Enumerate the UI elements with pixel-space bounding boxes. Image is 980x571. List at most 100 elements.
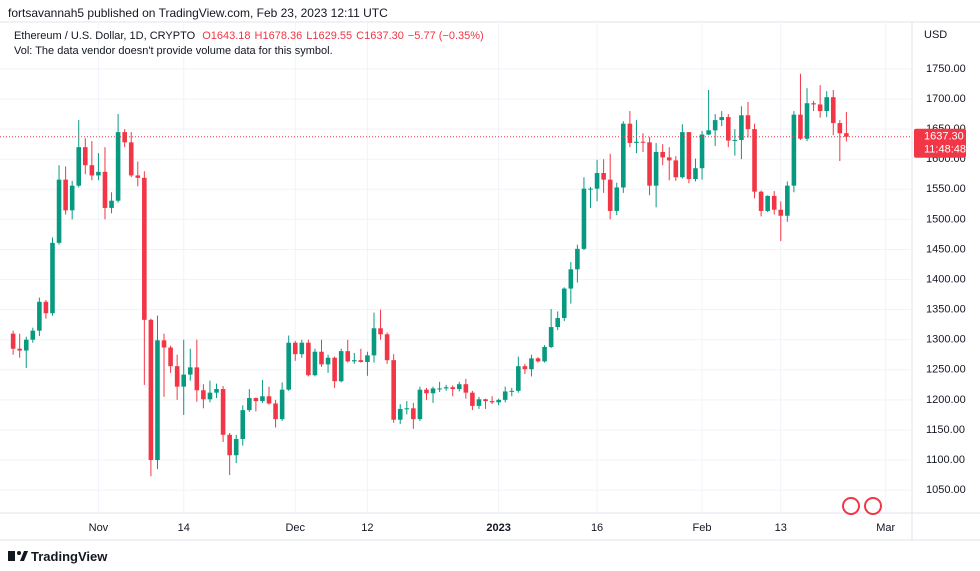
flag-icons [842, 497, 882, 515]
candle-body [345, 351, 351, 362]
candle-body [561, 288, 567, 319]
candle-body [135, 175, 141, 178]
candle-body [607, 179, 613, 211]
y-tick-label: 1350.00 [926, 304, 966, 316]
x-tick-label: Feb [693, 522, 712, 534]
candle-body [502, 391, 508, 400]
candle-body [680, 132, 685, 178]
symbol: Ethereum / U.S. Dollar, 1D, CRYPTO [14, 30, 196, 42]
y-tick-label: 1050.00 [926, 484, 966, 496]
legend-entry: O1643.18 [202, 30, 251, 42]
candle-body [785, 185, 790, 216]
candle-body [548, 327, 554, 347]
y-tick-label: 1400.00 [926, 273, 966, 285]
candle-body [443, 387, 449, 389]
y-tick-label: 1750.00 [926, 63, 966, 75]
candle-body [778, 209, 784, 216]
candle-body [417, 389, 423, 420]
candle-body [50, 242, 55, 314]
candle-body [391, 360, 396, 420]
candle-body [384, 334, 390, 361]
x-tick-label: 14 [178, 522, 190, 534]
footer-brand: TradingView [31, 549, 108, 564]
y-tick-label: 1700.00 [926, 93, 966, 105]
candle-body [148, 319, 154, 461]
header: fortsavannah5 published on TradingView.c… [8, 6, 388, 20]
candle-body [240, 410, 246, 439]
candle-body [844, 133, 849, 137]
y-tick-label: 1550.00 [926, 183, 966, 195]
candle-body [332, 357, 337, 382]
candle-body [306, 342, 311, 376]
candle-body [621, 123, 626, 188]
candle-body [220, 389, 226, 435]
candle-body [128, 142, 134, 176]
volume-note: Vol: The data vendor doesn't provide vol… [14, 45, 333, 57]
candle-body [155, 340, 160, 461]
candle-body [82, 147, 88, 166]
candle-body [719, 117, 725, 121]
x-tick-label: 2023 [486, 522, 510, 534]
candle-body [463, 384, 469, 393]
candle-body [489, 401, 495, 403]
candle-body [115, 132, 121, 201]
candle-body [30, 330, 36, 340]
candle-body [706, 130, 711, 135]
candle-body [575, 248, 580, 270]
legend-entry: H1678.36 [254, 30, 303, 42]
candle-body [529, 358, 534, 370]
candle-body [693, 168, 698, 180]
candle-body [496, 399, 501, 403]
candle-body [614, 187, 620, 211]
candle-body [804, 103, 810, 139]
candle-body [817, 104, 823, 112]
candle-body [437, 388, 442, 390]
candle-body [404, 408, 410, 410]
legend: Ethereum / U.S. Dollar, 1D, CRYPTO O1643… [14, 30, 488, 42]
candle-body [43, 301, 49, 314]
candle-body [365, 355, 370, 362]
price-tag-countdown: 11:48:48 [924, 144, 966, 156]
y-tick-label: 1300.00 [926, 334, 966, 346]
candle-body [187, 367, 193, 375]
logo [8, 551, 28, 561]
x-tick-label: 13 [775, 522, 787, 534]
candle-body [174, 366, 180, 387]
candle-body [411, 408, 416, 420]
candle-body [397, 408, 403, 420]
candle-body [660, 151, 665, 158]
y-tick-label: 1200.00 [926, 394, 966, 406]
x-tick-label: Nov [89, 522, 109, 534]
candle-body [233, 438, 239, 456]
candle-body [568, 269, 574, 289]
candle-body [771, 195, 777, 210]
candle-body [109, 200, 114, 208]
candle-body [161, 340, 167, 348]
candle-body [456, 384, 462, 390]
grid [0, 22, 912, 513]
candle-body [214, 389, 219, 393]
price-tag [914, 128, 966, 158]
candle-body [227, 434, 232, 456]
candle-body [758, 191, 764, 211]
candle-body [10, 333, 16, 349]
candle-body [699, 134, 705, 169]
logo-mark [8, 551, 15, 561]
candle-body [830, 97, 836, 124]
candle-body [424, 389, 429, 394]
candle-body [522, 366, 528, 370]
candle-body [352, 360, 357, 362]
candle-body [516, 366, 521, 391]
candle-body [588, 188, 593, 190]
candle-body [279, 389, 285, 420]
candle-body [653, 151, 659, 186]
candle-body [732, 139, 738, 141]
candle-body [325, 357, 331, 365]
candle-body [634, 141, 639, 143]
candle-body [63, 179, 68, 211]
candle-body [647, 142, 652, 186]
candle-body [837, 123, 843, 134]
candle-body [292, 342, 298, 355]
